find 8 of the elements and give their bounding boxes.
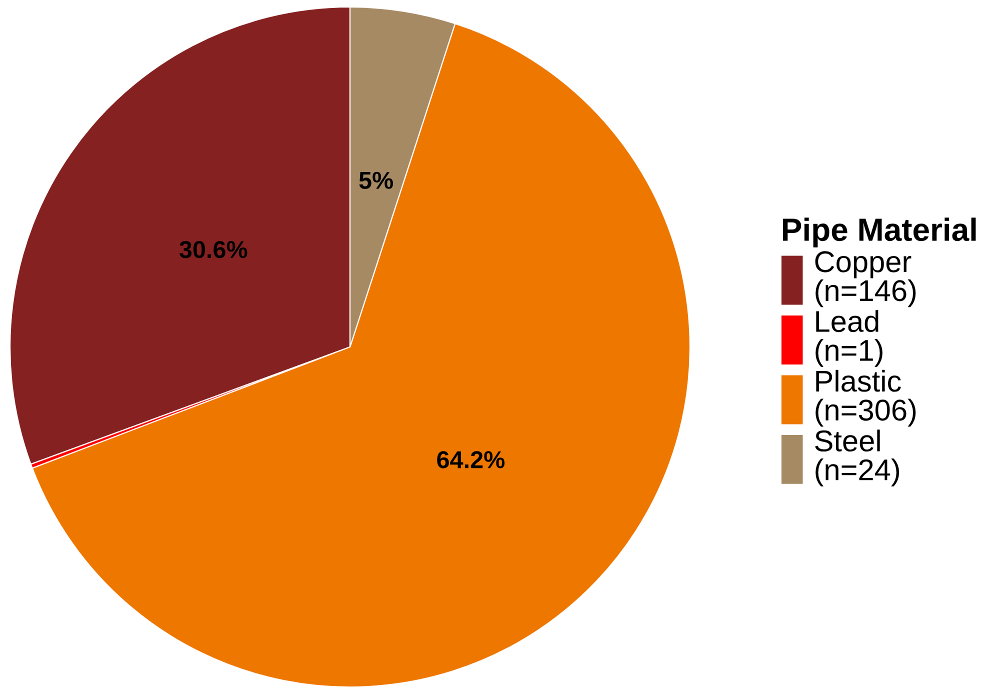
legend-label: Copper (n=146) xyxy=(815,251,916,308)
data-label: 30.6% xyxy=(179,240,248,258)
data-label: 64.2% xyxy=(437,451,505,468)
legend-label: Plastic (n=306) xyxy=(816,370,916,427)
legend-title: Pipe Material xyxy=(783,218,976,248)
legend-label: Lead (n=1) xyxy=(816,310,882,367)
data-label: 5% xyxy=(359,172,393,189)
legend-label: Steel (n=24) xyxy=(815,430,900,486)
